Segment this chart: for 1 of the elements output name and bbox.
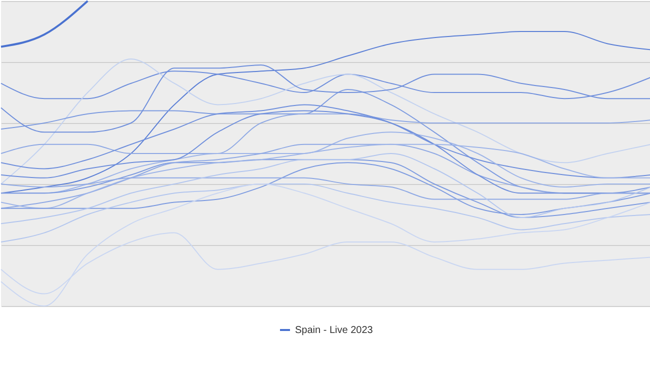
legend-label: Spain - Live 2023 [295,325,374,336]
